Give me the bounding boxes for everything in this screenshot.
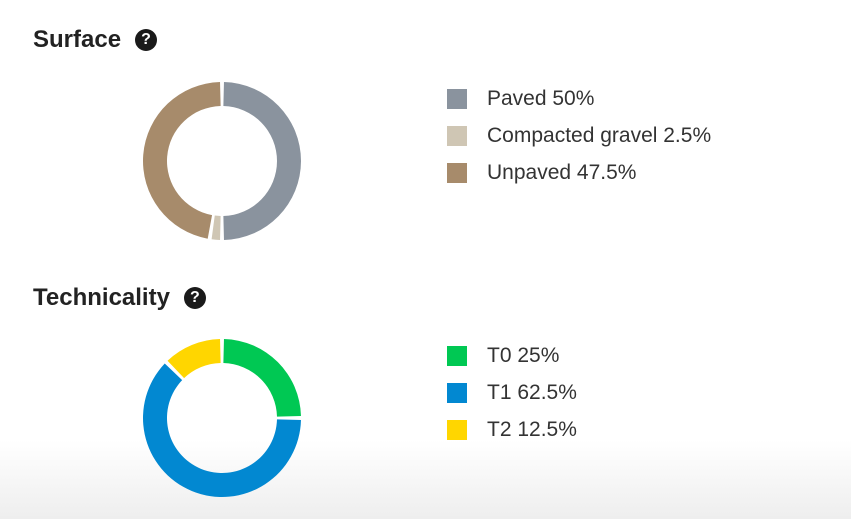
slice-t0	[223, 339, 301, 417]
legend-label: T1 62.5%	[487, 380, 577, 404]
technicality-heading: Technicality	[33, 284, 170, 311]
help-icon[interactable]: ?	[183, 287, 206, 309]
technicality-legend: T0 25% T1 62.5% T2 12.5%	[447, 337, 577, 448]
legend-swatch	[447, 382, 467, 403]
technicality-donut	[143, 339, 301, 497]
surface-donut	[142, 82, 302, 240]
legend-item: Unpaved 47.5%	[447, 154, 711, 191]
legend-item: Compacted gravel 2.5%	[447, 117, 711, 154]
legend-item: T2 12.5%	[447, 411, 577, 448]
slice-t2	[167, 339, 221, 379]
surface-legend: Paved 50% Compacted gravel 2.5% Unpaved 47…	[447, 80, 711, 191]
surface-heading: Surface	[33, 26, 122, 53]
legend-label: T2 12.5%	[487, 417, 577, 441]
slice-paved	[223, 82, 302, 240]
help-icon[interactable]: ?	[135, 29, 158, 51]
legend-swatch	[447, 162, 467, 183]
legend-item: Paved 50%	[447, 80, 711, 117]
legend-swatch	[447, 419, 467, 440]
legend-label: Paved 50%	[487, 86, 595, 110]
legend-swatch	[447, 125, 467, 146]
slice-compacted-gravel	[211, 215, 221, 240]
legend-label: Compacted gravel 2.5%	[487, 123, 712, 147]
surface-title: Surface ?	[33, 26, 158, 54]
legend-label: Unpaved 47.5%	[487, 160, 637, 184]
legend-label: T0 25%	[487, 343, 560, 367]
legend-swatch	[447, 88, 467, 109]
slice-t1	[143, 363, 301, 497]
legend-swatch	[447, 345, 467, 366]
legend-item: T1 62.5%	[447, 374, 577, 411]
legend-item: T0 25%	[447, 337, 577, 374]
slice-unpaved	[142, 82, 221, 239]
technicality-title: Technicality ?	[33, 284, 206, 312]
